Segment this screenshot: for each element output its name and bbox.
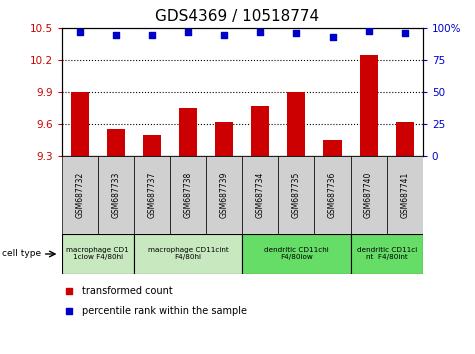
Text: GDS4369 / 10518774: GDS4369 / 10518774 — [155, 9, 320, 24]
Bar — [179, 108, 197, 156]
Bar — [134, 156, 170, 234]
Point — [220, 32, 228, 38]
Text: percentile rank within the sample: percentile rank within the sample — [82, 306, 247, 316]
Bar — [360, 55, 378, 156]
Text: GSM687734: GSM687734 — [256, 171, 265, 218]
Bar — [287, 92, 305, 156]
Bar — [98, 156, 134, 234]
Point — [148, 32, 156, 38]
Bar — [206, 156, 242, 234]
Bar — [323, 140, 342, 156]
Point — [329, 34, 336, 40]
Point — [365, 28, 372, 34]
Point — [256, 29, 264, 35]
Bar — [314, 156, 351, 234]
Text: macrophage CD1
1clow F4/80hi: macrophage CD1 1clow F4/80hi — [66, 247, 129, 261]
Bar — [62, 156, 98, 234]
Text: GSM687732: GSM687732 — [76, 172, 84, 218]
Text: GSM687735: GSM687735 — [292, 171, 301, 218]
Point — [293, 30, 300, 36]
Point — [65, 308, 73, 314]
Bar — [351, 156, 387, 234]
Text: GSM687733: GSM687733 — [112, 171, 120, 218]
Bar — [62, 234, 134, 274]
Bar — [143, 135, 161, 156]
Text: dendritic CD11ci
nt  F4/80int: dendritic CD11ci nt F4/80int — [357, 247, 417, 261]
Bar — [396, 122, 414, 156]
Text: GSM687737: GSM687737 — [148, 171, 156, 218]
Bar — [242, 156, 278, 234]
Point — [184, 29, 192, 35]
Bar — [251, 106, 269, 156]
Text: GSM687736: GSM687736 — [328, 171, 337, 218]
Bar — [107, 129, 125, 156]
Point — [76, 29, 84, 35]
Bar — [215, 122, 233, 156]
Text: cell type: cell type — [2, 250, 41, 258]
Bar — [71, 92, 89, 156]
Text: macrophage CD11cint
F4/80hi: macrophage CD11cint F4/80hi — [148, 247, 228, 261]
Bar — [242, 234, 351, 274]
Point — [401, 30, 408, 36]
Bar — [351, 234, 423, 274]
Text: transformed count: transformed count — [82, 286, 172, 296]
Bar — [278, 156, 314, 234]
Bar — [170, 156, 206, 234]
Text: GSM687739: GSM687739 — [220, 171, 228, 218]
Point — [112, 32, 120, 38]
Text: dendritic CD11chi
F4/80low: dendritic CD11chi F4/80low — [264, 247, 329, 261]
Text: GSM687738: GSM687738 — [184, 172, 192, 218]
Bar — [387, 156, 423, 234]
Text: GSM687741: GSM687741 — [400, 172, 409, 218]
Point — [65, 288, 73, 293]
Bar — [134, 234, 242, 274]
Text: GSM687740: GSM687740 — [364, 171, 373, 218]
